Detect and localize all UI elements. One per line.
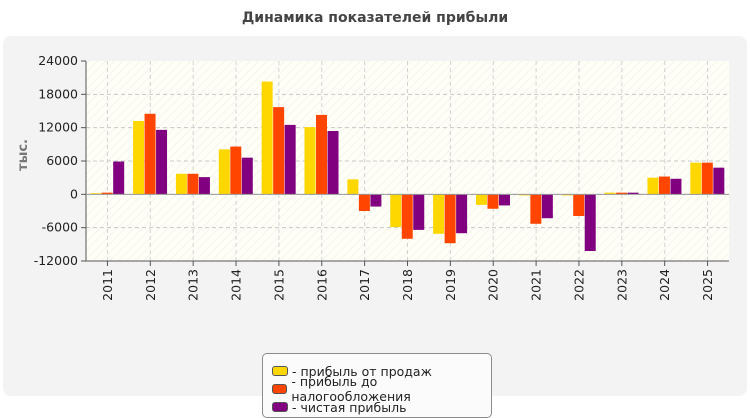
bar xyxy=(475,194,487,205)
legend-label: - чистая прибыль xyxy=(292,399,407,415)
bar xyxy=(690,162,702,195)
legend-swatch-sales xyxy=(272,366,288,376)
bar xyxy=(198,177,210,195)
bar xyxy=(90,193,102,195)
bar xyxy=(230,146,242,195)
bar xyxy=(487,194,499,209)
y-tick-label: 6000 xyxy=(46,153,78,168)
x-tick-label: 2011 xyxy=(100,269,115,301)
bar xyxy=(444,194,456,244)
bar xyxy=(370,194,382,207)
bar xyxy=(144,113,156,195)
y-tick-label: 18000 xyxy=(38,86,78,101)
bar xyxy=(187,173,199,195)
bar xyxy=(498,194,510,206)
bar xyxy=(413,194,425,230)
bar xyxy=(273,107,285,195)
bar xyxy=(670,178,682,195)
bar xyxy=(327,131,339,195)
bar xyxy=(658,176,670,195)
x-tick-label: 2022 xyxy=(571,269,586,301)
bar xyxy=(304,127,316,195)
bar xyxy=(218,149,230,195)
bar xyxy=(241,157,253,195)
x-tick-label: 2018 xyxy=(400,269,415,301)
y-tick-label: 0 xyxy=(70,186,78,201)
bar xyxy=(358,194,370,211)
y-tick-label: -12000 xyxy=(34,253,78,268)
bar xyxy=(541,194,553,219)
bar xyxy=(133,121,145,195)
x-tick-label: 2012 xyxy=(143,269,158,301)
bar xyxy=(573,194,585,216)
x-tick-label: 2013 xyxy=(186,269,201,301)
bar xyxy=(701,162,713,195)
x-tick-label: 2023 xyxy=(614,269,629,301)
legend-label: - прибыль от продаж xyxy=(292,363,432,379)
legend-swatch-net xyxy=(272,402,288,412)
x-tick-label: 2016 xyxy=(314,269,329,301)
x-tick-label: 2021 xyxy=(529,269,544,301)
y-tick-label: 12000 xyxy=(38,120,78,135)
bar xyxy=(647,177,659,195)
bar xyxy=(261,81,273,195)
bar xyxy=(401,194,413,239)
legend-item: - прибыль от продаж xyxy=(272,362,491,380)
bar xyxy=(530,194,542,224)
bar xyxy=(113,161,125,195)
bar xyxy=(156,129,168,195)
bar xyxy=(616,192,628,195)
bar xyxy=(627,192,639,195)
bar xyxy=(584,194,596,251)
x-tick-label: 2020 xyxy=(486,269,501,301)
bar xyxy=(604,192,616,195)
bar-chart: 24000 18000 12000 6000 0 -6000 -12000 2011 2012… xyxy=(16,53,729,301)
x-tick-label: 2014 xyxy=(229,269,244,301)
bar xyxy=(518,194,530,196)
x-tick-label: 2017 xyxy=(357,269,372,301)
bar xyxy=(713,167,725,195)
y-axis-label: тыс. xyxy=(16,139,31,171)
x-tick-label: 2024 xyxy=(657,269,672,301)
bar xyxy=(456,194,468,234)
bar xyxy=(101,192,113,195)
bar xyxy=(175,173,187,195)
bar xyxy=(433,194,445,234)
x-tick-label: 2025 xyxy=(700,269,715,301)
y-tick-label: -6000 xyxy=(42,220,78,235)
bar xyxy=(561,194,573,196)
chart-title: Динамика показателей прибыли xyxy=(241,10,509,26)
chart-legend: - прибыль от продаж - прибыль до налогоо… xyxy=(262,353,492,418)
bar xyxy=(347,179,359,195)
legend-item: - прибыль до налогообложения xyxy=(272,374,491,404)
bar xyxy=(316,114,328,195)
x-tick-label: 2015 xyxy=(271,269,286,301)
bar xyxy=(284,124,296,195)
legend-swatch-pretax xyxy=(272,384,288,394)
bar xyxy=(390,194,402,228)
chart-panel: 24000 18000 12000 6000 0 -6000 -12000 2011 2012… xyxy=(3,36,747,418)
x-tick-label: 2019 xyxy=(443,269,458,301)
y-tick-label: 24000 xyxy=(38,53,78,68)
